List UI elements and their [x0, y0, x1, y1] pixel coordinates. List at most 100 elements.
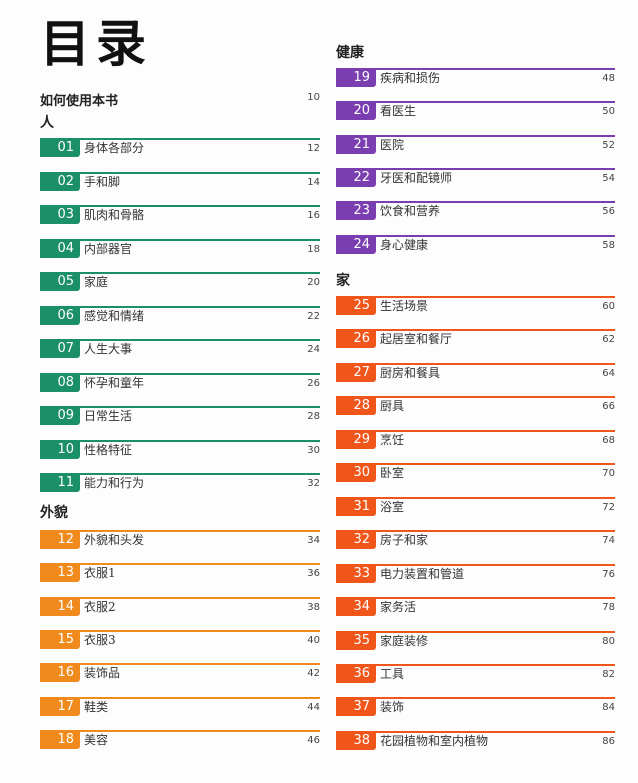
divider — [40, 238, 320, 241]
page-number: 40 — [307, 634, 320, 646]
entry-label: 厨房和餐具 — [380, 365, 441, 380]
toc-entry[interactable]: 09 日常生活 28 — [40, 406, 320, 426]
chapter-number-tab: 05 — [40, 272, 80, 291]
page-number: 82 — [602, 668, 615, 680]
toc-entry[interactable]: 30 卧室 70 — [336, 463, 615, 483]
entry-label: 装饰品 — [84, 666, 121, 681]
divider — [336, 663, 615, 666]
toc-entry[interactable]: 35 家庭装修 80 — [336, 630, 615, 651]
toc-entry[interactable]: 15 衣服3 40 — [40, 629, 320, 650]
entry-label: 衣服1 — [84, 566, 116, 581]
toc-entry[interactable]: 26 起居室和餐厅 62 — [336, 329, 615, 349]
entry-label: 烹饪 — [380, 432, 405, 447]
entry-label: 家庭装修 — [380, 633, 429, 648]
toc-entry[interactable]: 12 外貌和头发 34 — [40, 530, 320, 550]
chapter-number-tab: 32 — [336, 530, 376, 550]
toc-entry[interactable]: 14 衣服2 38 — [40, 596, 320, 617]
toc-entry[interactable]: 05 家庭 20 — [40, 272, 320, 292]
page-number: 16 — [307, 210, 320, 221]
entry-label: 身体各部分 — [84, 141, 145, 155]
toc-entry[interactable]: 16 装饰品 42 — [40, 663, 320, 683]
page-number: 78 — [602, 602, 615, 614]
toc-entry[interactable]: 06 感觉和情绪 22 — [40, 305, 320, 326]
section-heading: 家 — [336, 273, 350, 289]
chapter-number-tab: 35 — [336, 630, 376, 650]
page-number: 54 — [602, 172, 615, 184]
toc-entry[interactable]: 36 工具 82 — [336, 663, 615, 684]
toc-entry[interactable]: 24 身心健康 58 — [336, 234, 615, 255]
toc-entry[interactable]: 17 鞋类 44 — [40, 696, 320, 717]
toc-entry[interactable]: 20 看医生 50 — [336, 101, 615, 121]
divider — [40, 372, 320, 375]
page-number: 36 — [307, 568, 320, 580]
chapter-number-tab: 28 — [336, 396, 376, 416]
toc-entry[interactable]: 07 人生大事 24 — [40, 339, 320, 359]
entry-label: 衣服3 — [84, 632, 116, 647]
page-number: 66 — [602, 401, 615, 413]
entry-label: 装饰 — [380, 700, 405, 715]
divider — [336, 296, 615, 298]
page-number: 58 — [602, 239, 615, 251]
toc-entry[interactable]: 37 装饰 84 — [336, 697, 615, 717]
toc-entry[interactable]: 28 厨具 66 — [336, 396, 615, 416]
toc-entry[interactable]: 13 衣服1 36 — [40, 563, 320, 583]
toc-entry[interactable]: 32 房子和家 74 — [336, 530, 615, 550]
chapter-number-tab: 04 — [40, 238, 80, 258]
toc-entry-how-to-use[interactable]: 如何使用本书 10 — [40, 90, 320, 109]
entry-label: 怀孕和童年 — [84, 375, 145, 390]
entry-label: 看医生 — [380, 104, 417, 119]
entry-label: 厨具 — [380, 399, 405, 414]
toc-entry[interactable]: 11 能力和行为 32 — [40, 473, 320, 493]
entry-label: 疾病和损伤 — [380, 71, 441, 85]
toc-entry[interactable]: 34 家务活 78 — [336, 597, 615, 617]
divider — [40, 696, 320, 699]
toc-entry[interactable]: 10 性格特征 30 — [40, 439, 320, 460]
entry-label: 卧室 — [380, 466, 405, 481]
toc-entry[interactable]: 38 花园植物和室内植物 86 — [336, 730, 615, 751]
chapter-number-tab: 01 — [40, 138, 80, 157]
divider — [336, 730, 615, 733]
section-heading: 外貌 — [40, 505, 68, 521]
section-heading: 健康 — [336, 45, 364, 61]
toc-entry[interactable]: 02 手和脚 14 — [40, 171, 320, 192]
toc-entry[interactable]: 19 疾病和损伤 48 — [336, 68, 615, 88]
entry-label: 人生大事 — [84, 342, 133, 356]
entry-label: 电力装置和管道 — [380, 566, 465, 581]
chapter-number-tab: 37 — [336, 697, 376, 717]
toc-entry[interactable]: 04 内部器官 18 — [40, 238, 320, 259]
toc-entry[interactable]: 29 烹饪 68 — [336, 429, 615, 450]
chapter-number-tab: 36 — [336, 663, 376, 683]
toc-entry[interactable]: 01 身体各部分 12 — [40, 138, 320, 158]
toc-entry[interactable]: 18 美容 46 — [40, 729, 320, 750]
toc-entry[interactable]: 23 饮食和营养 56 — [336, 201, 615, 221]
toc-entry[interactable]: 08 怀孕和童年 26 — [40, 372, 320, 393]
entry-label: 家务活 — [380, 600, 417, 615]
entry-label: 饮食和营养 — [380, 204, 441, 219]
entry-label: 手和脚 — [84, 174, 121, 189]
chapter-number-tab: 30 — [336, 463, 376, 483]
toc-entry[interactable]: 22 牙医和配镜师 54 — [336, 167, 615, 188]
chapter-number-tab: 33 — [336, 563, 376, 583]
toc-entry[interactable]: 31 浴室 72 — [336, 496, 615, 517]
divider — [336, 101, 615, 104]
page-number: 42 — [307, 668, 320, 680]
toc-entry[interactable]: 25 生活场景 60 — [336, 296, 615, 316]
chapter-number-tab: 24 — [336, 234, 376, 254]
divider — [336, 630, 615, 633]
toc-entry[interactable]: 21 医院 52 — [336, 134, 615, 155]
chapter-number-tab: 06 — [40, 305, 80, 325]
chapter-number-tab: 29 — [336, 429, 376, 449]
toc-entry[interactable]: 03 肌肉和骨骼 16 — [40, 205, 320, 225]
entry-label: 起居室和餐厅 — [380, 332, 453, 347]
toc-entry[interactable]: 27 厨房和餐具 64 — [336, 362, 615, 383]
chapter-number-tab: 03 — [40, 205, 80, 224]
toc-entry[interactable]: 33 电力装置和管道 76 — [336, 563, 615, 584]
page-number: 62 — [602, 334, 615, 346]
page-number: 56 — [602, 206, 615, 218]
entry-label: 家庭 — [84, 275, 109, 289]
divider — [40, 272, 320, 274]
page-number: 26 — [307, 377, 320, 389]
chapter-number-tab: 15 — [40, 629, 80, 649]
page-number: 32 — [307, 478, 320, 489]
entry-label: 肌肉和骨骼 — [84, 208, 145, 222]
